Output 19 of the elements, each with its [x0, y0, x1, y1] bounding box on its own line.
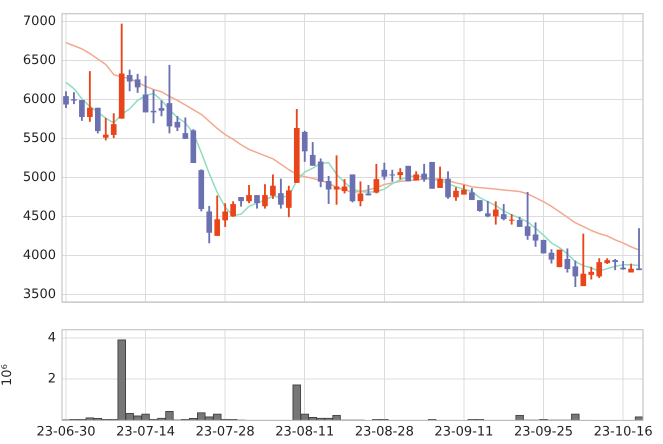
x-tick-label: 23-07-28 [196, 424, 255, 440]
x-tick-label: 23-07-14 [116, 424, 176, 440]
y-tick-label: 5000 [22, 170, 56, 185]
y-tick-label: 4 [48, 330, 56, 346]
x-tick-label: 23-10-16 [594, 424, 653, 440]
x-tick-label: 23-08-28 [354, 424, 414, 440]
y-axis-title: 10⁶ [0, 364, 16, 386]
y-tick-label: 4000 [22, 248, 56, 263]
y-tick-label: 2 [48, 372, 56, 387]
y-tick-label: 6500 [22, 52, 56, 68]
y-tick-label: 3500 [22, 286, 56, 302]
x-tick-label: 23-06-30 [36, 424, 96, 440]
y-tick-label: 5500 [22, 130, 56, 146]
y-tick-label: 4500 [22, 208, 56, 224]
y-tick-label: 7000 [22, 14, 56, 29]
x-tick-label: 23-09-25 [514, 424, 574, 440]
x-tick-label: 23-08-11 [275, 424, 334, 440]
x-tick-label: 23-09-11 [434, 424, 494, 440]
y-tick-label: 6000 [22, 92, 56, 107]
